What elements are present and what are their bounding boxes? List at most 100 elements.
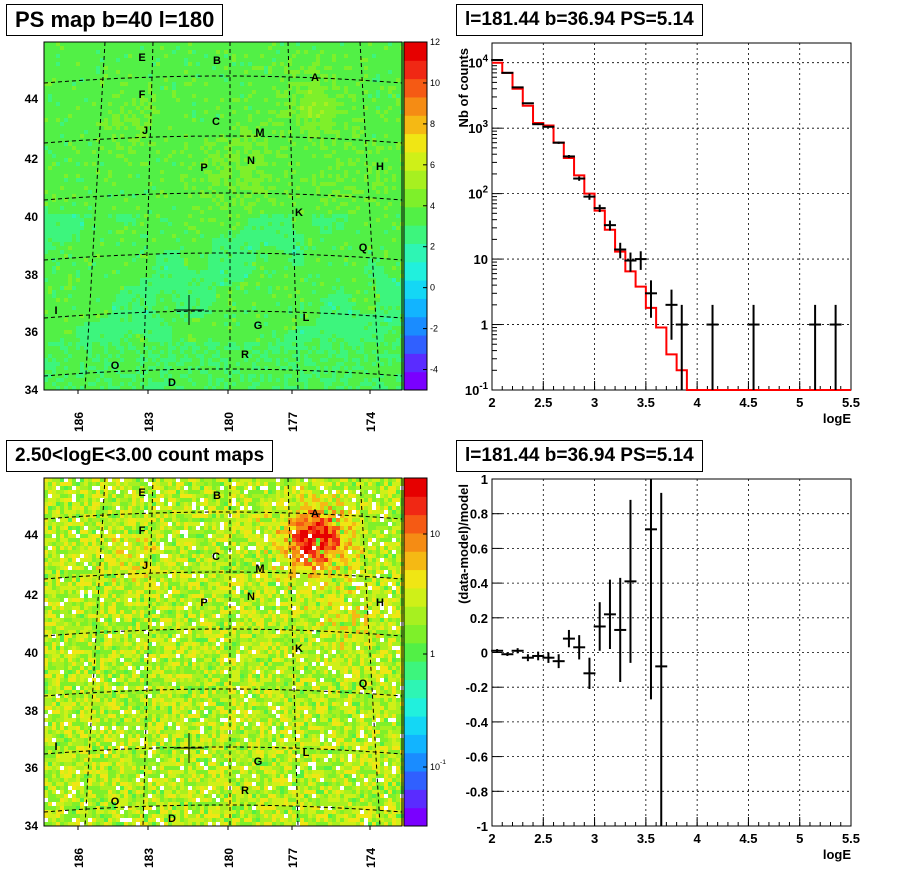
colorbar-swatch xyxy=(404,133,427,153)
residual-point xyxy=(491,649,504,653)
map-source-label: H xyxy=(376,597,384,609)
map-ytick-label: 42 xyxy=(25,152,39,166)
residual-xtick-label: 2 xyxy=(488,831,495,846)
spectrum-ytick-label: 104 xyxy=(468,54,488,71)
colorbar-frame xyxy=(403,41,428,391)
colorbar-tick-label: 10 xyxy=(430,78,440,88)
spectrum-panel: 2 2.5 3 3.5 4 4.5 5 5.5 10-1 1 10 102 103 104 logE Nb o… xyxy=(456,42,860,426)
spectrum-xtick-label: 4 xyxy=(694,395,702,410)
map-meridian xyxy=(359,41,381,391)
map-parallel xyxy=(43,511,403,520)
data-point xyxy=(583,193,596,200)
map-source-label: C xyxy=(212,551,220,563)
map-marker xyxy=(174,733,204,763)
colorbar-swatch xyxy=(404,371,427,391)
map-parallel xyxy=(43,75,403,84)
map-source-label: N xyxy=(247,155,255,167)
map-cells xyxy=(44,478,404,826)
residual-ytick-label: -0.4 xyxy=(466,715,489,730)
map-parallel xyxy=(43,628,403,637)
residual-ytick-label: 0.4 xyxy=(470,576,489,591)
map-ytick-label: 40 xyxy=(25,210,39,224)
colorbar-tick-label: 1 xyxy=(430,649,435,659)
map-source-label: O xyxy=(111,796,120,808)
map-source-label: P xyxy=(200,162,207,174)
colorbar-swatch xyxy=(404,243,427,263)
map-source-label: G xyxy=(254,320,263,332)
colorbar-swatch xyxy=(404,280,427,299)
map-ytick-label: 34 xyxy=(25,383,39,397)
colorbar-swatch xyxy=(404,335,427,354)
data-point xyxy=(532,123,545,126)
data-point xyxy=(644,280,657,318)
map-parallel xyxy=(43,252,403,261)
residual-point xyxy=(603,579,616,650)
residual-ytick-label: 0.6 xyxy=(470,541,488,556)
data-point xyxy=(542,125,555,128)
map-meridian xyxy=(142,41,154,391)
map-ytick-label: 44 xyxy=(25,528,39,542)
residual-ytick-label: -0.6 xyxy=(466,750,488,765)
map-ytick-label: 36 xyxy=(25,325,39,339)
colorbar-swatch xyxy=(404,478,427,497)
residual-grid xyxy=(491,478,852,827)
data-point xyxy=(603,220,616,231)
spectrum-ytick-label: 1 xyxy=(481,318,488,333)
residual-ytick-label: 0 xyxy=(481,646,488,661)
ps-map-title: PS map b=40 l=180 xyxy=(6,4,224,36)
map-meridian xyxy=(142,477,154,827)
map-source-label: H xyxy=(376,161,384,173)
map-parallel xyxy=(43,135,403,144)
colorbar-tick-label: -2 xyxy=(430,324,438,334)
map-ytick-label: 44 xyxy=(25,92,39,106)
spectrum-title: l=181.44 b=36.94 PS=5.14 xyxy=(456,4,703,36)
colorbar-swatch xyxy=(404,42,427,61)
residual-ytick-label: 0.2 xyxy=(470,611,488,626)
residual-ytick-label: -0.2 xyxy=(466,680,488,695)
residual-point xyxy=(624,499,637,663)
colorbar-swatch xyxy=(404,642,427,662)
colorbar-swatch xyxy=(404,697,427,717)
data-point xyxy=(511,86,524,89)
map-parallel xyxy=(43,368,403,377)
model-step-line xyxy=(492,61,851,391)
colorbar-swatch xyxy=(404,716,427,735)
map-source-label: B xyxy=(213,490,221,502)
data-point xyxy=(624,252,637,272)
map-xtick-label: 180 xyxy=(222,848,236,868)
colorbar-swatch xyxy=(404,60,427,80)
colorbar-tick-label: 0 xyxy=(430,283,435,293)
colorbar-swatch xyxy=(404,771,427,790)
map-source-label: L xyxy=(303,312,310,324)
residual-xtick-label: 5.5 xyxy=(842,831,860,846)
map-marker xyxy=(174,295,204,325)
spectrum-xtick-label: 3 xyxy=(591,395,598,410)
residual-point xyxy=(593,602,606,651)
map-source-label: D xyxy=(168,813,176,825)
colorbar-tick-label: 8 xyxy=(430,119,435,129)
colorbar-swatch xyxy=(404,532,427,552)
residual-xtick-label: 3 xyxy=(591,831,598,846)
colorbar-swatch xyxy=(404,606,427,626)
residual-ylabel: (data-model)/model xyxy=(456,484,471,604)
map-meridian xyxy=(84,477,106,827)
colorbar-swatch xyxy=(404,115,427,135)
spectrum-xtick-label: 5.5 xyxy=(842,395,860,410)
map-xtick-label: 177 xyxy=(286,412,300,432)
map-source-label: N xyxy=(247,591,255,603)
map-source-label: E xyxy=(138,52,145,64)
spectrum-ytick-label: 103 xyxy=(468,119,488,136)
colorbar-frame xyxy=(403,477,428,827)
map-source-label: R xyxy=(241,785,249,797)
colorbar-swatch xyxy=(404,170,427,190)
map-source-label: J xyxy=(142,560,148,572)
data-point xyxy=(521,102,534,105)
count-map-title: 2.50<logE<3.00 count maps xyxy=(6,440,274,472)
map-source-label: K xyxy=(295,207,303,219)
residual-point xyxy=(614,577,627,682)
colorbar-swatch xyxy=(404,206,427,226)
colorbar-swatch xyxy=(404,661,427,680)
colorbar-swatch xyxy=(404,624,427,644)
map-ytick-label: 34 xyxy=(25,819,39,833)
